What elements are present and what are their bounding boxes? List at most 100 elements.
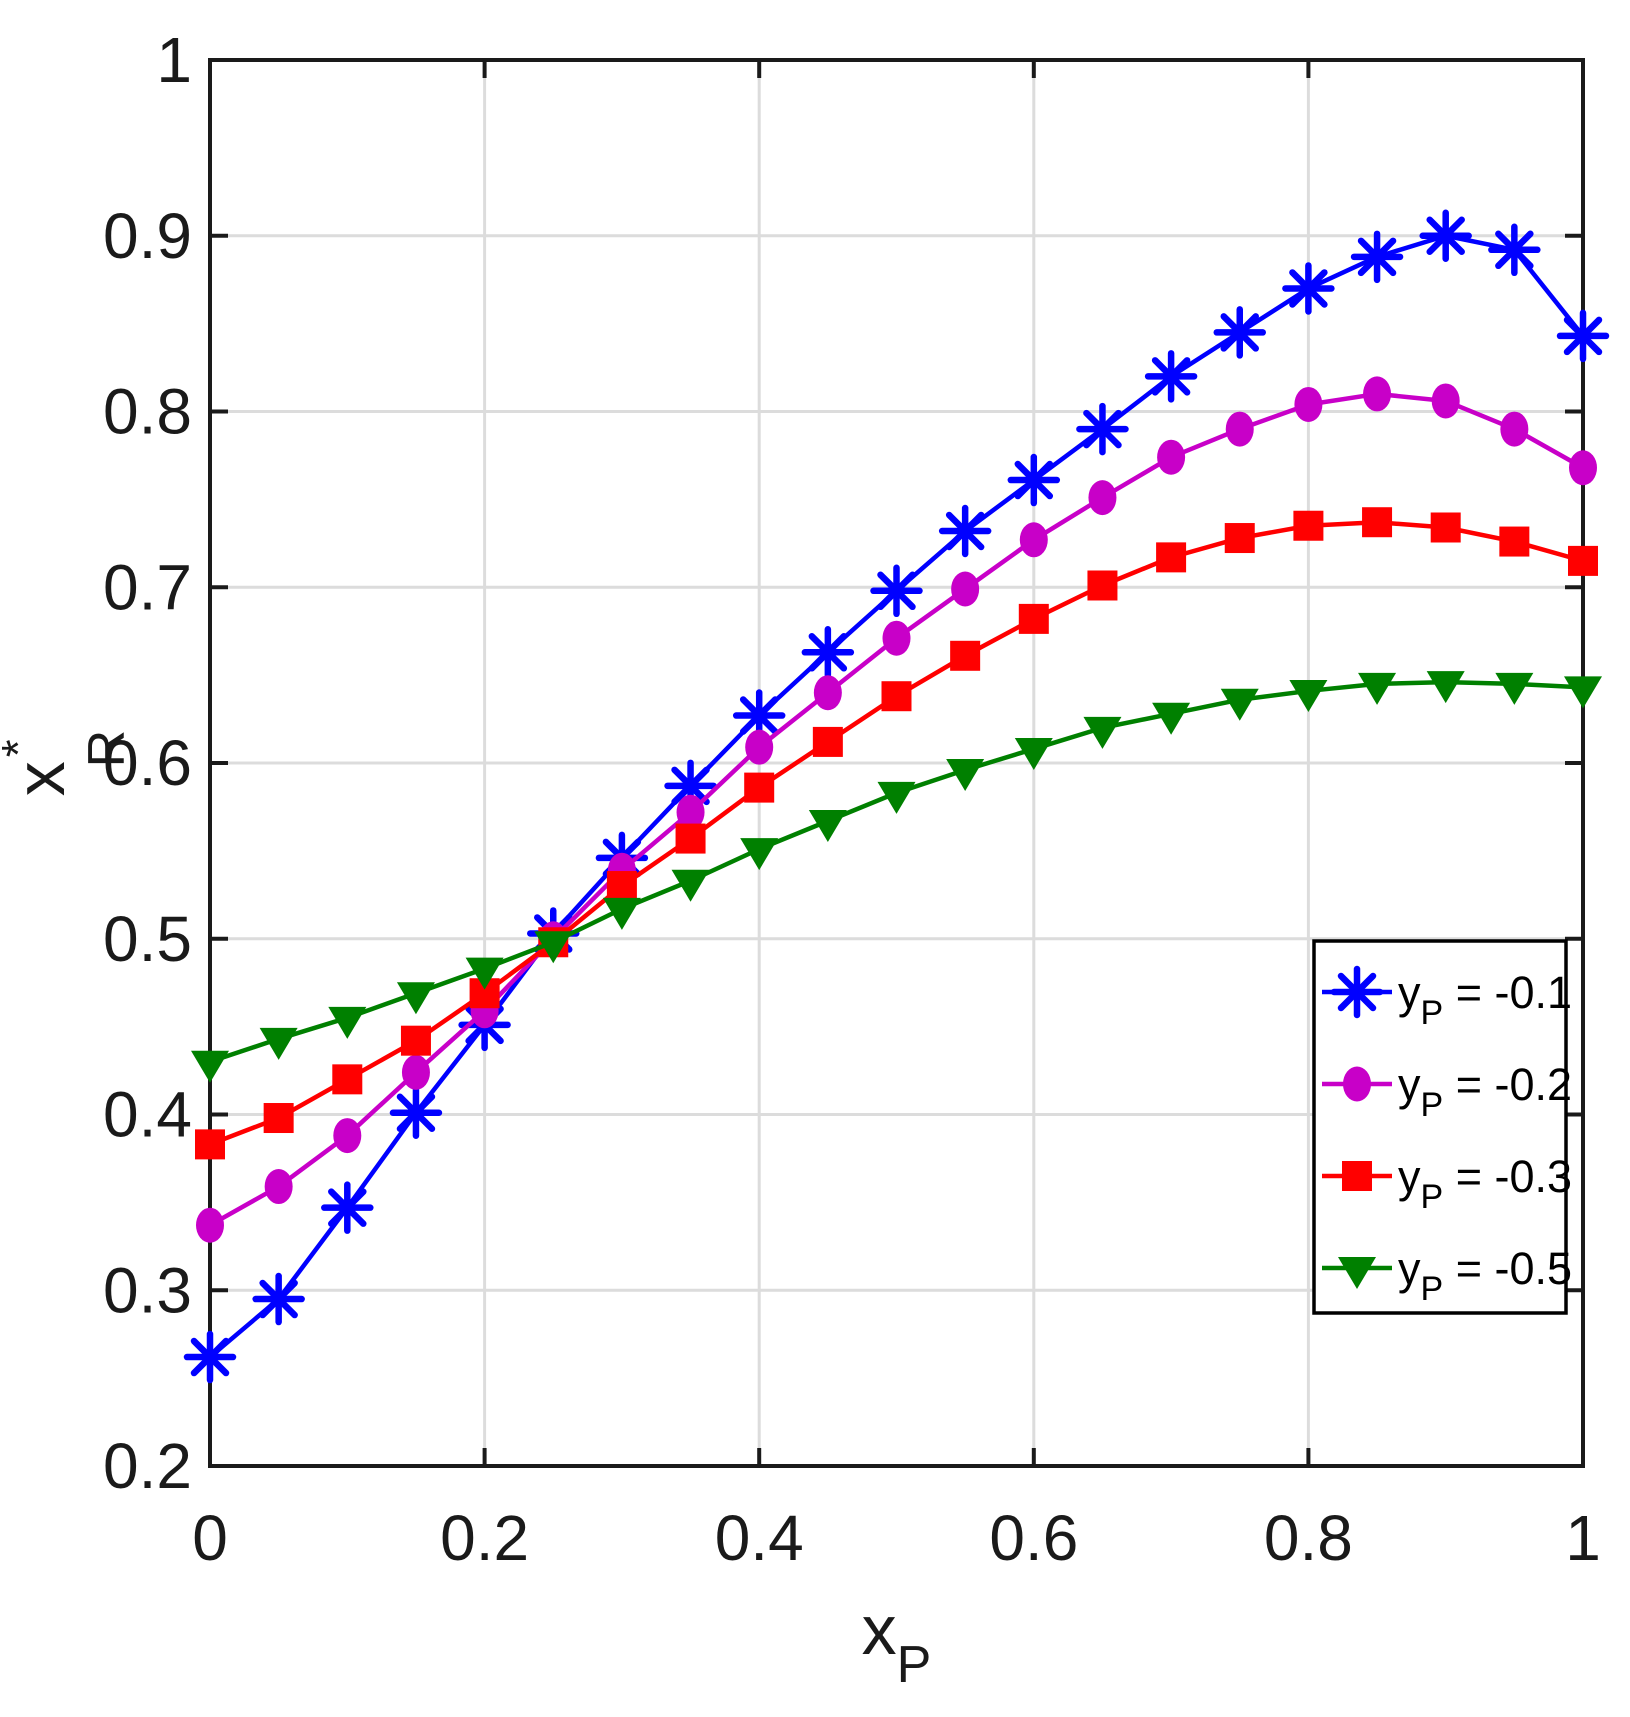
asterisk-spoke bbox=[1357, 237, 1397, 277]
marker-asterisk bbox=[1007, 453, 1061, 507]
y-tick-label: 0.6 bbox=[103, 727, 192, 799]
circle-glyph bbox=[1294, 386, 1323, 422]
marker-square bbox=[606, 871, 637, 902]
square-glyph bbox=[195, 1129, 225, 1160]
marker-circle bbox=[1431, 383, 1460, 419]
marker-square bbox=[1342, 1161, 1372, 1191]
asterisk-spoke bbox=[671, 766, 710, 806]
marker-square bbox=[881, 681, 912, 712]
square-glyph bbox=[1224, 523, 1255, 554]
marker-asterisk bbox=[389, 1086, 443, 1139]
marker-triangle-down bbox=[534, 931, 573, 964]
asterisk-spoke bbox=[1151, 357, 1191, 396]
square-glyph bbox=[950, 640, 981, 671]
marker-triangle-down bbox=[465, 957, 504, 990]
legend-label: yP = -0.2 bbox=[1398, 1059, 1572, 1124]
y-tick-label: 0.7 bbox=[103, 551, 192, 623]
marker-triangle-down bbox=[396, 982, 435, 1015]
y-tick-label: 0.9 bbox=[103, 200, 192, 272]
asterisk-spoke bbox=[1083, 409, 1122, 449]
marker-square bbox=[1568, 545, 1598, 576]
circle-glyph bbox=[745, 729, 774, 765]
marker-asterisk bbox=[1350, 230, 1404, 284]
y-tick-label: 0.3 bbox=[103, 1254, 192, 1326]
marker-square bbox=[1362, 507, 1393, 538]
tick-labels: 0 0.2 0.4 0.6 0.8 10.20.30.40.50.60.70.80.91 bbox=[103, 24, 1601, 1574]
triangle-down-glyph bbox=[946, 759, 985, 792]
asterisk-spoke bbox=[1220, 313, 1259, 352]
square-glyph bbox=[1342, 1161, 1372, 1191]
marker-triangle-down bbox=[1014, 737, 1053, 770]
marker-square bbox=[950, 640, 981, 671]
marker-square bbox=[812, 726, 843, 757]
triangle-down-glyph bbox=[328, 1006, 367, 1039]
marker-circle bbox=[882, 620, 911, 656]
marker-triangle-down bbox=[1426, 671, 1465, 704]
marker-square bbox=[263, 1103, 294, 1134]
triangle-down-glyph bbox=[877, 781, 916, 814]
y-tick-label: 0.2 bbox=[103, 1430, 192, 1502]
circle-glyph bbox=[813, 675, 842, 711]
marker-circle bbox=[1294, 386, 1323, 422]
y-tick-label: 0.4 bbox=[103, 1079, 192, 1151]
series-yp-neg-0.5 bbox=[191, 671, 1602, 1083]
triangle-down-glyph bbox=[396, 982, 435, 1015]
square-glyph bbox=[1156, 542, 1187, 573]
marker-triangle-down bbox=[1358, 672, 1397, 705]
x-axis-label: xP bbox=[862, 1591, 932, 1694]
marker-circle bbox=[1343, 1066, 1371, 1102]
x-tick-label: 0.8 bbox=[1264, 1502, 1353, 1574]
circle-glyph bbox=[333, 1118, 362, 1154]
triangle-down-glyph bbox=[465, 957, 504, 990]
x-tick-label: 0.6 bbox=[989, 1502, 1078, 1574]
asterisk-spoke bbox=[877, 571, 916, 611]
legend-label: yP = -0.1 bbox=[1398, 967, 1572, 1032]
x-tick-label: 0.2 bbox=[440, 1502, 529, 1574]
y-tick-label: 0.5 bbox=[103, 903, 192, 975]
asterisk-spoke bbox=[1289, 269, 1328, 308]
circle-glyph bbox=[1500, 411, 1529, 447]
marker-triangle-down bbox=[1083, 716, 1122, 749]
triangle-down-glyph bbox=[1014, 737, 1053, 770]
marker-triangle-down bbox=[191, 1050, 229, 1083]
marker-triangle-down bbox=[808, 809, 847, 842]
marker-asterisk bbox=[321, 1181, 374, 1234]
marker-asterisk bbox=[252, 1272, 305, 1326]
asterisk-spoke bbox=[808, 633, 848, 672]
marker-circle bbox=[1019, 522, 1048, 558]
marker-circle bbox=[1363, 376, 1392, 412]
marker-circle bbox=[676, 794, 705, 830]
asterisk-spoke bbox=[1337, 972, 1377, 1012]
marker-triangle-down bbox=[1289, 679, 1328, 712]
marker-triangle-down bbox=[671, 869, 710, 902]
marker-circle bbox=[951, 571, 980, 607]
marker-asterisk bbox=[1213, 306, 1266, 359]
y-axis-label: x*R bbox=[0, 730, 136, 796]
marker-triangle-down bbox=[1564, 676, 1602, 709]
asterisk-spoke bbox=[1426, 216, 1465, 255]
square-glyph bbox=[1430, 512, 1461, 543]
marker-circle bbox=[264, 1169, 293, 1205]
square-glyph bbox=[1087, 570, 1118, 601]
y-tick-label: 0.8 bbox=[103, 376, 192, 448]
legend-item-yp-neg-0.2: yP = -0.2 bbox=[1322, 1059, 1572, 1124]
x-tick-label: 0.4 bbox=[715, 1502, 804, 1574]
marker-triangle-down bbox=[946, 759, 985, 792]
marker-circle bbox=[333, 1118, 362, 1154]
asterisk-spoke bbox=[739, 696, 779, 735]
marker-circle bbox=[813, 675, 842, 711]
triangle-down-glyph bbox=[1358, 672, 1397, 705]
marker-asterisk bbox=[1282, 262, 1335, 315]
marker-triangle-down bbox=[1152, 702, 1191, 735]
square-glyph bbox=[1293, 510, 1324, 541]
triangle-down-glyph bbox=[1083, 716, 1122, 749]
marker-circle bbox=[1569, 450, 1597, 486]
triangle-down-glyph bbox=[1152, 702, 1191, 735]
legend: yP = -0.1 yP = -0.2 yP = -0.3 yP = -0.5 bbox=[1312, 939, 1572, 1315]
circle-glyph bbox=[951, 571, 980, 607]
square-glyph bbox=[1018, 603, 1049, 634]
marker-square bbox=[1293, 510, 1324, 541]
marker-asterisk bbox=[1419, 209, 1472, 262]
triangle-down-glyph bbox=[1289, 679, 1328, 712]
